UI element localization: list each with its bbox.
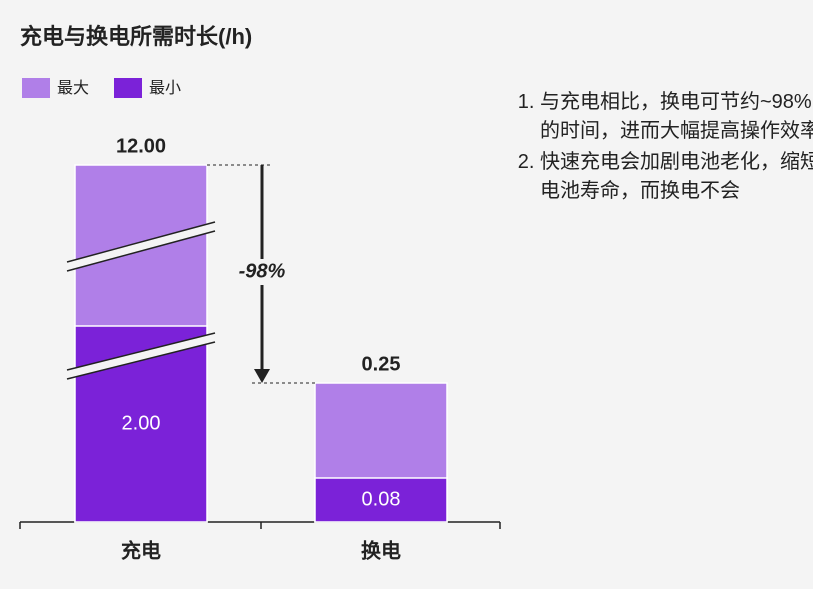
x-tick-label: 换电 xyxy=(361,538,401,562)
axis-break-edge xyxy=(66,230,216,272)
arrow-head xyxy=(254,369,270,383)
value-label: 0.08 xyxy=(362,488,401,510)
axis-break-edge xyxy=(66,341,216,380)
legend-swatch xyxy=(114,78,142,98)
legend-label: 最大 xyxy=(57,79,89,97)
x-tick-label: 充电 xyxy=(121,538,161,562)
annotation-bg xyxy=(230,259,294,285)
value-label: 12.00 xyxy=(116,135,166,157)
bar xyxy=(314,477,448,523)
axis-break xyxy=(67,222,215,271)
annotation: -98% xyxy=(239,260,286,282)
legend-label: 最小 xyxy=(149,79,181,97)
note: 快速充电会加剧电池老化，缩短电池寿命，而换电不会 xyxy=(540,148,813,206)
legend-swatch xyxy=(22,78,50,98)
chart-title: 充电与换电所需时长(/h) xyxy=(20,24,252,49)
value-label: 2.00 xyxy=(122,412,161,434)
axis-break-edge xyxy=(66,332,216,371)
notes: 与充电相比，换电可节约~98%的时间，进而大幅提高操作效率快速充电会加剧电池老化… xyxy=(512,88,813,208)
value-label: 0.25 xyxy=(362,353,401,375)
axis-break xyxy=(67,333,215,379)
axis-break-edge xyxy=(66,221,216,263)
note: 与充电相比，换电可节约~98%的时间，进而大幅提高操作效率 xyxy=(540,88,813,146)
